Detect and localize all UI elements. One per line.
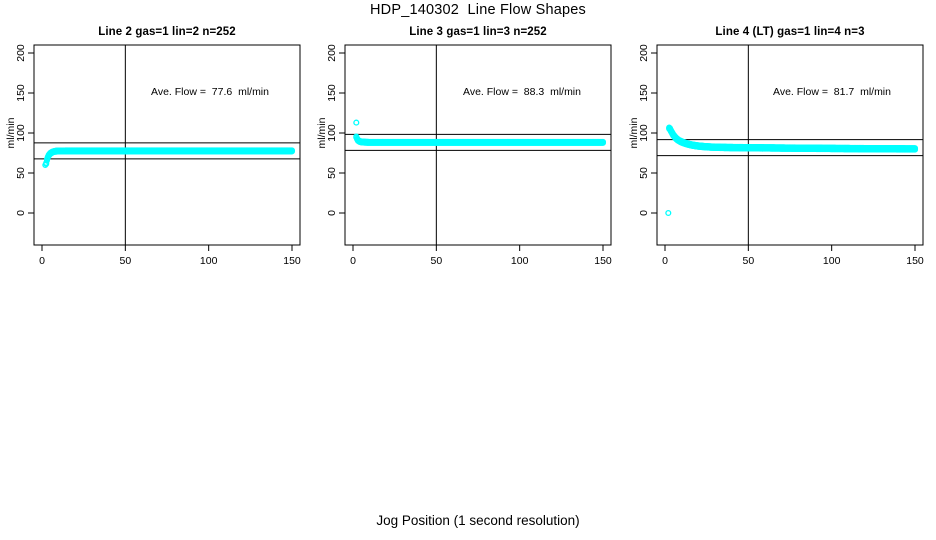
ave-flow-annotation-line2: Ave. Flow = 77.6 ml/min: [151, 86, 269, 98]
data-points: [665, 124, 919, 217]
y-tick-label: 150: [326, 84, 338, 102]
y-tick-label: 150: [638, 84, 650, 102]
panel-plot-1: 0 50 100 150 200 0 50 100 150: [326, 44, 612, 267]
panel-title-line4: Line 4 (LT) gas=1 lin=4 n=3: [715, 26, 865, 38]
plot-box: [33, 44, 301, 246]
outlier-point: [353, 119, 360, 126]
data-point: [288, 147, 296, 154]
panel-title-line3: Line 3 gas=1 lin=3 n=252: [409, 26, 547, 38]
x-tick-label: 100: [511, 255, 529, 267]
y-tick-label: 200: [15, 44, 27, 62]
y-tick-label: 0: [15, 210, 27, 216]
y-tick-label: 100: [326, 124, 338, 142]
data-points: [353, 119, 607, 146]
panel-plot-0: 0 50 100 150 200 0 50 100 150: [15, 44, 301, 267]
data-point: [599, 138, 607, 145]
x-tick-label: 100: [823, 255, 841, 267]
y-tick-label: 0: [326, 210, 338, 216]
outlier-point: [42, 161, 49, 169]
x-tick-label: 0: [350, 255, 356, 267]
y-tick-label: 200: [326, 44, 338, 62]
x-tick-label: 0: [39, 255, 45, 267]
y-tick-label: 50: [638, 167, 650, 179]
panel-title-line2: Line 2 gas=1 lin=2 n=252: [98, 26, 236, 38]
x-tick-label: 0: [662, 255, 668, 267]
plot-box: [344, 44, 612, 246]
x-tick-label: 50: [742, 255, 754, 267]
y-tick-label: 100: [15, 124, 27, 142]
y-tick-label: 200: [638, 44, 650, 62]
x-tick-label: 150: [283, 255, 301, 267]
y-tick-label: 0: [638, 210, 650, 216]
x-tick-label: 50: [430, 255, 442, 267]
panel-plot-2: 0 50 100 150 200 0 50 100 150: [638, 44, 924, 267]
data-point: [911, 145, 919, 152]
outlier-point: [665, 209, 672, 217]
ave-flow-annotation-line4: Ave. Flow = 81.7 ml/min: [773, 86, 891, 98]
ave-flow-annotation-line3: Ave. Flow = 88.3 ml/min: [463, 86, 581, 98]
plot-box: [656, 44, 924, 246]
y-tick-label: 150: [15, 84, 27, 102]
x-tick-label: 150: [594, 255, 612, 267]
x-tick-label: 100: [200, 255, 218, 267]
data-points: [42, 147, 296, 169]
y-tick-label: 50: [326, 167, 338, 179]
x-tick-label: 150: [906, 255, 924, 267]
figure-title: HDP_140302 Line Flow Shapes: [370, 2, 586, 18]
x-axis-label: Jog Position (1 second resolution): [376, 513, 580, 528]
y-tick-label: 50: [15, 167, 27, 179]
y-tick-label: 100: [638, 124, 650, 142]
x-tick-label: 50: [119, 255, 131, 267]
